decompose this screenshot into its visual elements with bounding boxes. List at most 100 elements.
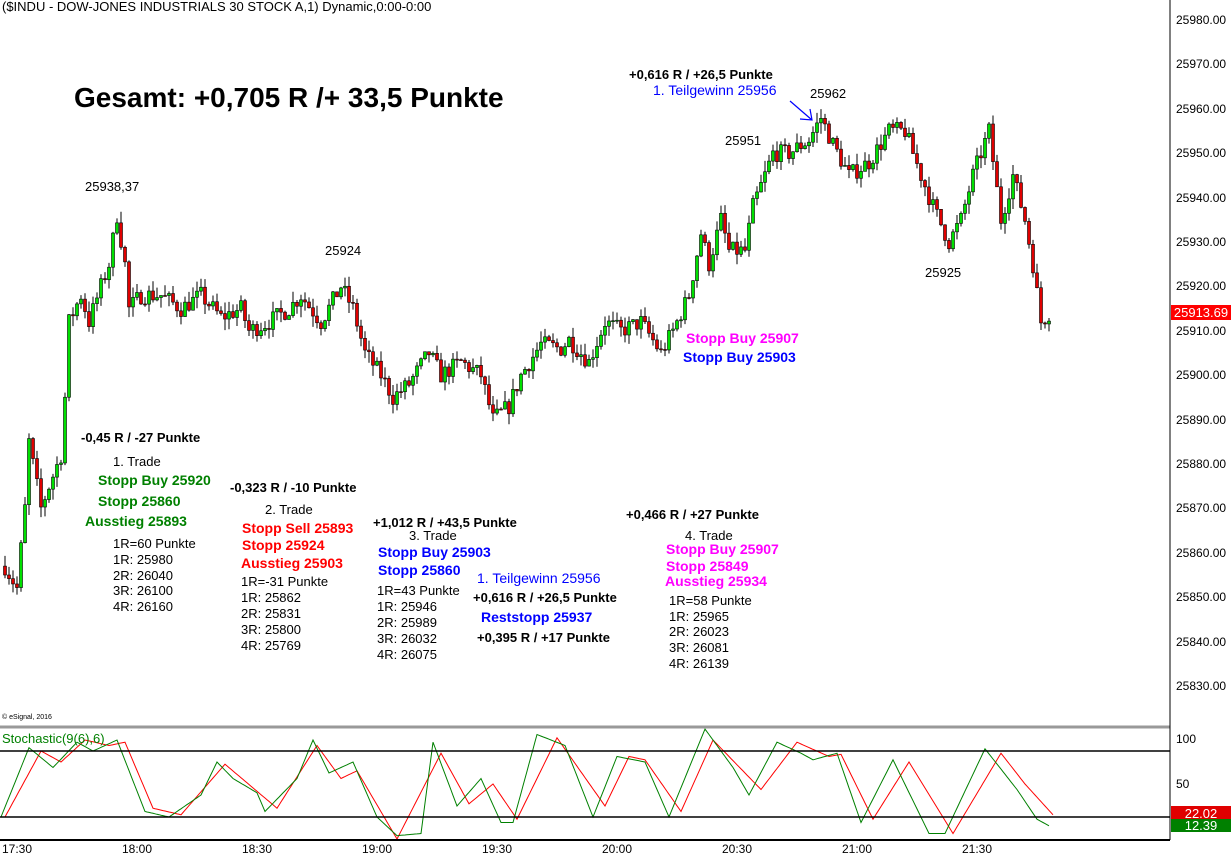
price-tick: 25830.00 bbox=[1176, 679, 1227, 693]
candle-body bbox=[43, 499, 47, 508]
candle-body bbox=[899, 122, 903, 129]
candle-body bbox=[567, 336, 571, 348]
candle-body bbox=[855, 164, 859, 179]
candle-body bbox=[579, 354, 583, 357]
candle-body bbox=[643, 316, 647, 322]
price-label: 25938,37 bbox=[85, 179, 140, 194]
candle-body bbox=[827, 123, 831, 144]
candle-body bbox=[103, 278, 107, 281]
candle-body bbox=[171, 293, 175, 303]
candle-body bbox=[959, 213, 963, 224]
candle-body bbox=[975, 155, 979, 170]
stop-buy-3: Stopp Buy 25903 bbox=[683, 349, 796, 365]
candle-body bbox=[719, 212, 723, 231]
candle-body bbox=[1023, 207, 1027, 222]
candle-body bbox=[955, 223, 959, 233]
time-tick: 20:30 bbox=[722, 842, 753, 856]
candle-body bbox=[363, 337, 367, 351]
candle-body bbox=[1011, 174, 1015, 200]
candle-body bbox=[947, 240, 951, 250]
candle-body bbox=[207, 303, 211, 307]
candle-body bbox=[51, 476, 55, 490]
stoch-tick-50: 50 bbox=[1176, 777, 1190, 791]
candle-body bbox=[547, 336, 551, 341]
candle-body bbox=[35, 458, 39, 479]
trade2-r2: 2R: 25831 bbox=[241, 606, 301, 621]
candle-body bbox=[595, 346, 599, 359]
trade3-r2: 2R: 25989 bbox=[377, 615, 437, 630]
candle-body bbox=[95, 297, 99, 304]
trade4-r2: 2R: 26023 bbox=[669, 624, 729, 639]
candle-body bbox=[759, 182, 763, 193]
candle-body bbox=[135, 292, 139, 298]
candle-body bbox=[963, 203, 967, 214]
candle-body bbox=[711, 254, 715, 272]
candle-body bbox=[291, 301, 295, 316]
candle-body bbox=[255, 324, 259, 336]
candle-body bbox=[995, 161, 999, 188]
candle-body bbox=[283, 311, 287, 320]
candle-body bbox=[87, 311, 91, 327]
candles bbox=[3, 109, 1051, 595]
candle-body bbox=[999, 186, 1003, 224]
candle-body bbox=[395, 391, 399, 405]
candle-body bbox=[635, 319, 639, 330]
candle-body bbox=[703, 234, 707, 243]
candle-body bbox=[991, 123, 995, 162]
candle-body bbox=[851, 164, 855, 170]
trade4-r: 1R=58 Punkte bbox=[669, 593, 752, 608]
candle-body bbox=[867, 160, 871, 170]
candle-body bbox=[159, 295, 163, 298]
candle-body bbox=[687, 297, 691, 299]
candle-body bbox=[271, 311, 275, 330]
candle-body bbox=[531, 356, 535, 372]
candle-body bbox=[731, 241, 735, 250]
time-tick: 20:00 bbox=[602, 842, 633, 856]
candle-body bbox=[707, 242, 711, 272]
candle-body bbox=[155, 297, 159, 301]
candle-body bbox=[675, 320, 679, 330]
candle-body bbox=[951, 231, 955, 250]
candle-body bbox=[231, 311, 235, 318]
candle-body bbox=[475, 365, 479, 368]
candle-body bbox=[371, 351, 375, 366]
candle-body bbox=[63, 396, 67, 464]
candle-body bbox=[695, 255, 699, 281]
time-tick: 18:30 bbox=[242, 842, 273, 856]
candle-body bbox=[887, 123, 891, 136]
price-tick: 25970.00 bbox=[1176, 57, 1227, 72]
candle-body bbox=[627, 321, 631, 336]
candle-body bbox=[1003, 212, 1007, 224]
price-tick: 25900.00 bbox=[1176, 368, 1227, 383]
trade1-name: 1. Trade bbox=[113, 454, 161, 469]
candle-body bbox=[199, 286, 203, 292]
candle-body bbox=[967, 191, 971, 205]
price-tick: 25930.00 bbox=[1176, 235, 1227, 249]
candle-body bbox=[315, 315, 319, 324]
candle-body bbox=[519, 373, 523, 392]
candle-body bbox=[907, 132, 911, 137]
candle-body bbox=[479, 365, 483, 378]
candle-body bbox=[447, 366, 451, 377]
candle-body bbox=[319, 322, 323, 329]
candle-body bbox=[99, 278, 103, 299]
candle-body bbox=[163, 295, 167, 297]
candle-body bbox=[939, 209, 943, 226]
candle-body bbox=[583, 354, 587, 367]
candle-body bbox=[299, 299, 303, 307]
price-tick: 25940.00 bbox=[1176, 190, 1227, 205]
candle-body bbox=[267, 328, 271, 330]
candle-body bbox=[935, 199, 939, 210]
candle-body bbox=[615, 319, 619, 322]
candle-body bbox=[239, 300, 243, 311]
trade4-r4: 4R: 26139 bbox=[669, 656, 729, 671]
candle-body bbox=[875, 144, 879, 164]
candle-body bbox=[175, 301, 179, 312]
candle-body bbox=[383, 377, 387, 380]
candle-body bbox=[979, 155, 983, 159]
candle-body bbox=[343, 285, 347, 289]
candle-body bbox=[183, 301, 187, 317]
top-target: 1. Teilgewinn 25956 bbox=[653, 82, 777, 98]
trade2-r1: 1R: 25862 bbox=[241, 590, 301, 605]
